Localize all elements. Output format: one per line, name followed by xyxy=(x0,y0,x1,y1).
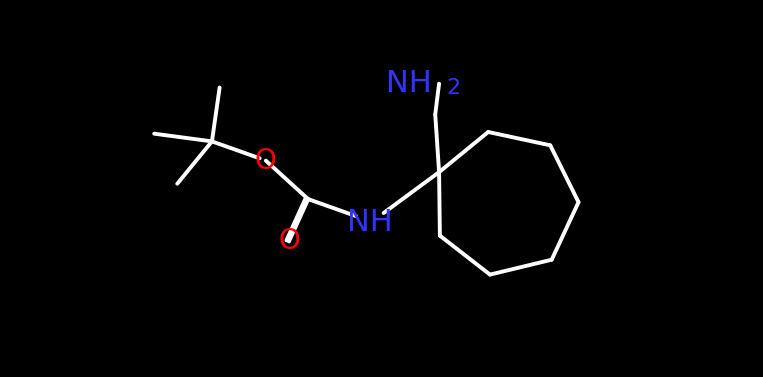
Text: 2: 2 xyxy=(447,78,461,98)
Text: O: O xyxy=(278,227,300,256)
Text: NH: NH xyxy=(347,208,393,237)
Text: NH: NH xyxy=(385,69,431,98)
Text: O: O xyxy=(255,147,277,175)
